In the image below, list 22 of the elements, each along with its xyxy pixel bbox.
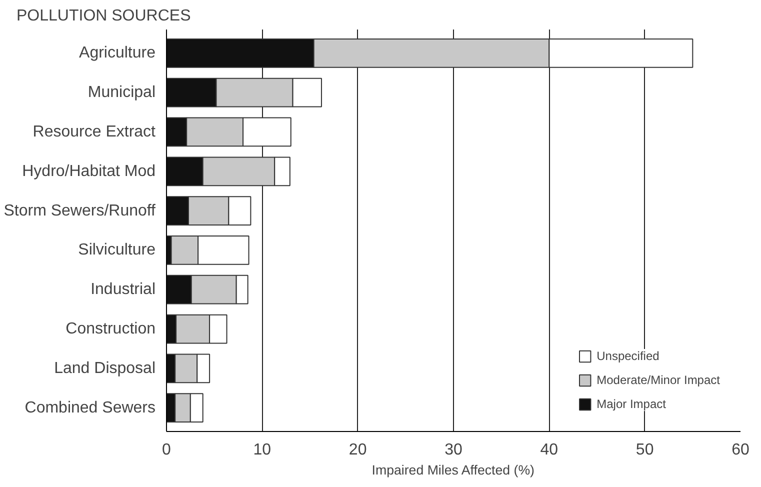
y-tick-label: Construction bbox=[66, 320, 156, 338]
x-tick-label: 50 bbox=[636, 442, 654, 458]
legend-label: Unspecified bbox=[596, 349, 660, 363]
y-tick-label: Municipal bbox=[88, 84, 156, 102]
x-tick-label: 30 bbox=[444, 442, 462, 458]
x-tick-label: 20 bbox=[348, 442, 367, 458]
x-tick-label: 40 bbox=[540, 442, 558, 458]
legend-label: Major Impact bbox=[596, 397, 666, 411]
x-tick-label: 0 bbox=[162, 442, 172, 458]
chart-title: POLLUTION SOURCES bbox=[16, 8, 191, 24]
x-tick-label: 10 bbox=[253, 442, 272, 458]
y-tick-label: Agriculture bbox=[79, 44, 156, 62]
legend-label: Moderate/Minor Impact bbox=[596, 373, 720, 387]
y-tick-label: Resource Extract bbox=[32, 123, 156, 140]
y-tick-label: Land Disposal bbox=[54, 360, 156, 377]
y-tick-label: Combined Sewers bbox=[24, 399, 156, 416]
x-axis-title: Impaired Miles Affected (%) bbox=[372, 462, 534, 478]
y-tick-label: Hydro/Habitat Mod bbox=[22, 162, 156, 180]
y-tick-label: Industrial bbox=[90, 281, 156, 298]
y-tick-label: Storm Sewers/Runoff bbox=[4, 202, 156, 220]
y-tick-label: Silviculture bbox=[78, 242, 156, 259]
x-tick-label: 60 bbox=[732, 442, 750, 458]
